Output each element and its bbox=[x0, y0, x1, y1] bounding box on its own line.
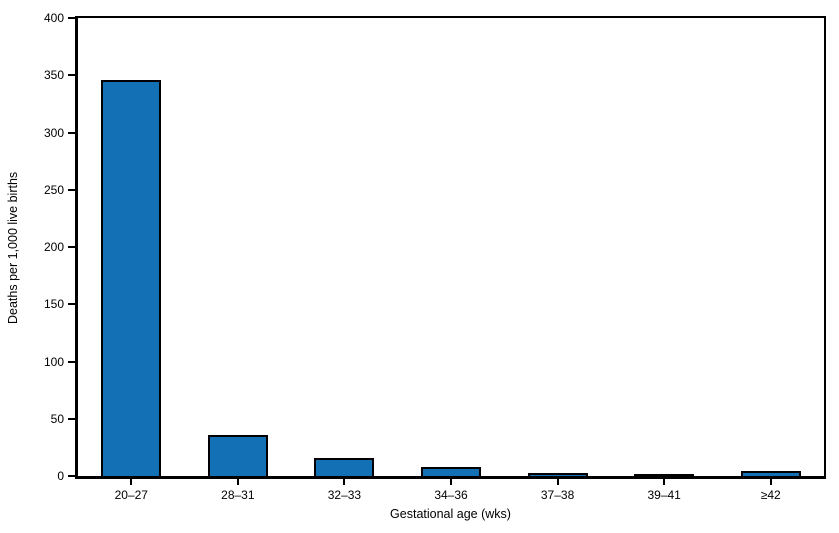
bar-≥42 bbox=[740, 471, 801, 476]
x-tick-mark bbox=[663, 479, 666, 485]
bar-28–31 bbox=[207, 434, 268, 476]
y-tick-label: 200 bbox=[43, 240, 64, 254]
x-tick-label: 34–36 bbox=[434, 488, 468, 502]
x-tick-mark bbox=[236, 479, 239, 485]
bar-37–38 bbox=[527, 472, 588, 476]
x-tick-mark bbox=[769, 479, 772, 485]
y-tick-label: 400 bbox=[43, 11, 64, 25]
x-tick-mark bbox=[343, 479, 346, 485]
y-tick-mark bbox=[68, 475, 75, 477]
bar-32–33 bbox=[314, 457, 375, 476]
y-tick-label: 150 bbox=[43, 297, 64, 312]
y-tick-mark bbox=[68, 417, 75, 420]
y-tick-label: 250 bbox=[43, 182, 64, 197]
x-tick-label: 32–33 bbox=[327, 488, 362, 502]
bar-34–36 bbox=[421, 466, 481, 476]
x-tick-mark bbox=[450, 479, 452, 485]
y-tick-mark bbox=[68, 131, 75, 134]
y-tick-mark bbox=[68, 17, 75, 19]
y-tick-mark bbox=[68, 246, 75, 248]
x-tick-mark bbox=[556, 479, 559, 485]
y-tick-mark bbox=[68, 188, 75, 191]
plot-area bbox=[75, 16, 826, 479]
x-tick-label: 28–31 bbox=[221, 488, 255, 502]
bar-20–27 bbox=[101, 79, 162, 476]
y-tick-label: 0 bbox=[57, 469, 64, 483]
x-tick-label: 39–41 bbox=[647, 488, 681, 502]
x-tick-label: 37–38 bbox=[540, 488, 575, 502]
y-tick-mark bbox=[68, 303, 75, 306]
y-tick-mark bbox=[68, 74, 75, 77]
x-tick-mark bbox=[130, 479, 133, 485]
x-tick-label: ≥42 bbox=[760, 488, 781, 502]
y-tick-mark bbox=[68, 360, 75, 363]
y-tick-label: 100 bbox=[43, 354, 64, 369]
bars-container bbox=[78, 18, 824, 476]
bar-39–41 bbox=[634, 473, 695, 476]
y-tick-label: 300 bbox=[43, 125, 64, 140]
y-tick-label: 350 bbox=[43, 68, 64, 83]
x-tick-label: 20–27 bbox=[114, 488, 148, 502]
y-tick-label: 50 bbox=[50, 411, 64, 426]
x-axis-title: Gestational age (wks) bbox=[390, 507, 511, 521]
